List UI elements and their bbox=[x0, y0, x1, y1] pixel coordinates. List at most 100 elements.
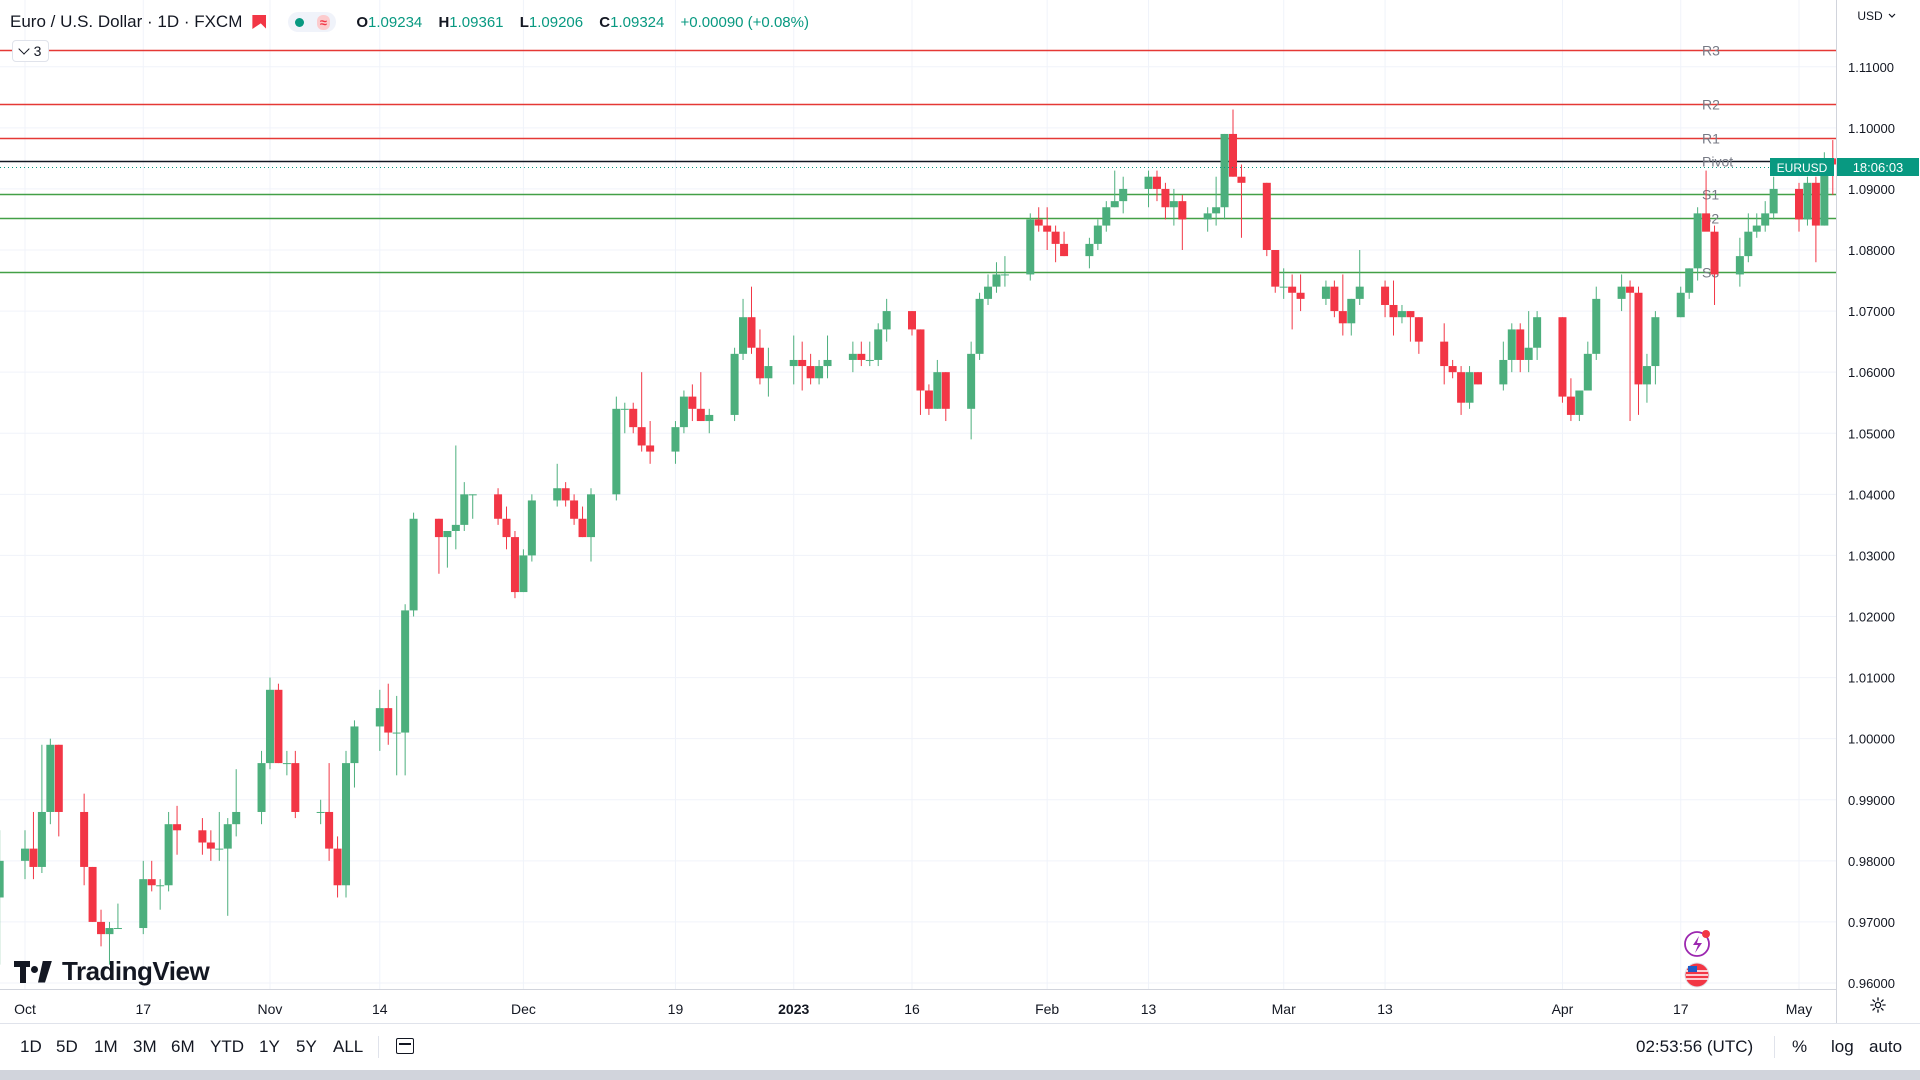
candle-body bbox=[1642, 366, 1651, 385]
price-tick-label: 1.01000 bbox=[1848, 671, 1895, 686]
candle-body bbox=[1465, 372, 1474, 403]
notification-dot-icon bbox=[1702, 930, 1710, 938]
lightning-glyph bbox=[1693, 936, 1702, 953]
market-status-pill[interactable]: ≈ bbox=[288, 12, 337, 32]
market-open-dot-icon bbox=[294, 17, 304, 27]
candle-body bbox=[206, 842, 215, 849]
candle-body bbox=[637, 427, 646, 446]
symbol-title[interactable]: Euro / U.S. Dollar · 1D · FXCM bbox=[10, 12, 243, 31]
candle-body bbox=[409, 518, 418, 611]
chart-grid bbox=[0, 0, 1836, 989]
level-label-pivot: Pivot bbox=[1702, 154, 1733, 170]
candle-body bbox=[730, 353, 739, 415]
candle-body bbox=[468, 494, 477, 496]
candle-body bbox=[570, 500, 579, 519]
candle-body bbox=[0, 860, 4, 898]
range-3m-button[interactable]: 3M bbox=[133, 1037, 157, 1056]
candle-body bbox=[1347, 298, 1356, 324]
candle-body bbox=[908, 311, 916, 330]
candle-body bbox=[798, 359, 807, 367]
range-5y-button[interactable]: 5Y bbox=[296, 1037, 317, 1056]
logo-text: TradingView bbox=[62, 956, 210, 986]
candle-body bbox=[1507, 329, 1516, 360]
candle-body bbox=[1119, 188, 1128, 202]
candle-body bbox=[1296, 292, 1305, 299]
range-all-button[interactable]: ALL bbox=[333, 1037, 364, 1056]
candle-body bbox=[265, 689, 274, 764]
candle-body bbox=[789, 359, 798, 367]
ohlc-values: O1.09234 H1.09361 L1.09206 C1.09324 +0.0… bbox=[356, 13, 809, 31]
price-tick-label: 1.06000 bbox=[1848, 365, 1895, 380]
candle-body bbox=[1566, 396, 1575, 415]
countdown-label: 18:06:03 bbox=[1853, 160, 1904, 175]
low-value: 1.09206 bbox=[528, 13, 584, 31]
candle-body bbox=[646, 445, 655, 452]
candle-body bbox=[1626, 286, 1635, 293]
utc-clock[interactable]: 02:53:56 (UTC) bbox=[1636, 1037, 1754, 1056]
indicators-toggle-button[interactable]: 3 bbox=[12, 40, 49, 62]
tradingview-logo[interactable]: TradingView bbox=[14, 956, 210, 987]
flag-icon[interactable] bbox=[252, 15, 267, 29]
candle-body bbox=[1381, 286, 1390, 305]
candle-body bbox=[1389, 304, 1398, 318]
candle-body bbox=[1144, 176, 1153, 189]
candle-body bbox=[1237, 176, 1246, 183]
candle-body bbox=[173, 824, 182, 831]
candle-body bbox=[1220, 133, 1229, 208]
candle-body bbox=[316, 811, 325, 813]
candle-body bbox=[1558, 317, 1567, 397]
range-5d-button[interactable]: 5D bbox=[56, 1037, 78, 1056]
candle-body bbox=[984, 286, 993, 299]
candle-body bbox=[527, 500, 536, 556]
candle-body bbox=[1448, 366, 1457, 373]
candle-body bbox=[755, 347, 764, 379]
time-tick-label: Oct bbox=[14, 1001, 36, 1017]
candle-body bbox=[494, 494, 503, 519]
range-1m-button[interactable]: 1M bbox=[94, 1037, 118, 1056]
symbol-legend: Euro / U.S. Dollar · 1D · FXCM ≈ O1.0923… bbox=[10, 8, 815, 36]
calendar-range-icon[interactable] bbox=[396, 1038, 414, 1054]
candle-body bbox=[1051, 231, 1060, 244]
price-tick-label: 1.08000 bbox=[1848, 243, 1895, 258]
candle-body bbox=[451, 524, 460, 531]
candle-body bbox=[257, 763, 266, 812]
candle-body bbox=[679, 396, 688, 428]
candle-body bbox=[1473, 372, 1482, 385]
candle-body bbox=[1212, 207, 1221, 214]
settings-gear-icon[interactable] bbox=[1869, 996, 1887, 1014]
range-1y-button[interactable]: 1Y bbox=[259, 1037, 280, 1056]
candle-body bbox=[342, 763, 351, 886]
price-chart[interactable]: R3R2R1PivotS1S2S3 1.110001.100001.090001… bbox=[0, 0, 1920, 1023]
bottom-toolbar: 1D 5D 1M 3M 6M YTD 1Y 5Y ALL 02:53:56 (U… bbox=[0, 1023, 1920, 1071]
candle-body bbox=[629, 408, 638, 428]
candle-body bbox=[1761, 213, 1770, 226]
price-tick-label: 1.10000 bbox=[1848, 121, 1895, 136]
range-6m-button[interactable]: 6M bbox=[171, 1037, 195, 1056]
candle-body bbox=[1685, 268, 1694, 293]
candle-body bbox=[1093, 225, 1102, 244]
candle-body bbox=[1457, 372, 1466, 403]
range-ytd-button[interactable]: YTD bbox=[210, 1037, 244, 1056]
log-scale-toggle[interactable]: log bbox=[1831, 1037, 1854, 1056]
range-1d-button[interactable]: 1D bbox=[20, 1037, 42, 1056]
candle-body bbox=[1288, 286, 1297, 293]
candle-body bbox=[80, 811, 89, 867]
candle-body bbox=[823, 359, 832, 367]
candle-body bbox=[1820, 158, 1829, 226]
candle-body bbox=[1321, 286, 1330, 299]
price-tick-label: 1.11000 bbox=[1848, 60, 1894, 75]
candle-body bbox=[586, 494, 595, 538]
time-tick-label: 19 bbox=[668, 1001, 684, 1017]
candle-body bbox=[874, 329, 883, 360]
candle-body bbox=[1533, 317, 1542, 348]
auto-scale-toggle[interactable]: auto bbox=[1869, 1037, 1903, 1056]
percent-scale-toggle[interactable]: % bbox=[1792, 1037, 1808, 1056]
close-value: 1.09324 bbox=[610, 13, 665, 31]
price-tick-label: 1.00000 bbox=[1848, 732, 1895, 747]
candle-body bbox=[198, 830, 207, 843]
candle-body bbox=[29, 848, 38, 867]
pivot-levels: R3R2R1PivotS1S2S3 bbox=[0, 43, 1836, 281]
candle-body bbox=[375, 708, 384, 727]
candle-body bbox=[1693, 213, 1702, 269]
candle-body bbox=[806, 366, 815, 379]
